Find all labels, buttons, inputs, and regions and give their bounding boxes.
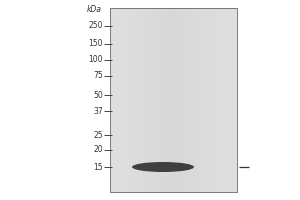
Bar xyxy=(163,8,165,192)
Bar xyxy=(229,8,231,192)
Bar xyxy=(190,8,193,192)
Bar xyxy=(157,8,159,192)
Bar xyxy=(173,8,175,192)
Bar xyxy=(235,8,237,192)
Text: 37: 37 xyxy=(93,106,103,116)
Bar xyxy=(178,8,180,192)
Bar xyxy=(146,8,148,192)
Bar xyxy=(133,8,135,192)
Text: 150: 150 xyxy=(88,40,103,48)
Bar xyxy=(114,8,116,192)
Text: 50: 50 xyxy=(93,90,103,99)
Bar xyxy=(112,8,114,192)
Bar xyxy=(152,8,154,192)
Text: 15: 15 xyxy=(93,162,103,171)
Bar xyxy=(131,8,133,192)
Bar xyxy=(218,8,220,192)
Bar xyxy=(188,8,190,192)
Bar xyxy=(216,8,218,192)
Bar xyxy=(137,8,140,192)
Bar xyxy=(233,8,235,192)
Ellipse shape xyxy=(132,162,194,172)
Bar xyxy=(123,8,125,192)
Text: 75: 75 xyxy=(93,72,103,80)
Bar xyxy=(180,8,182,192)
Bar xyxy=(135,8,137,192)
Bar xyxy=(226,8,229,192)
Bar xyxy=(184,8,186,192)
Bar xyxy=(165,8,167,192)
Text: 20: 20 xyxy=(93,146,103,154)
Bar xyxy=(121,8,123,192)
Text: 100: 100 xyxy=(88,55,103,64)
Bar xyxy=(161,8,163,192)
Text: 25: 25 xyxy=(93,130,103,140)
Bar xyxy=(125,8,127,192)
Bar xyxy=(203,8,205,192)
Bar xyxy=(231,8,233,192)
Text: kDa: kDa xyxy=(87,5,102,15)
Bar xyxy=(197,8,199,192)
Bar xyxy=(205,8,207,192)
Bar xyxy=(209,8,211,192)
Bar xyxy=(201,8,203,192)
Bar xyxy=(148,8,150,192)
Bar xyxy=(129,8,131,192)
Bar xyxy=(222,8,224,192)
Bar xyxy=(144,8,146,192)
Bar xyxy=(167,8,169,192)
Bar xyxy=(220,8,222,192)
Bar xyxy=(110,8,237,192)
Bar xyxy=(195,8,197,192)
Bar xyxy=(212,8,214,192)
Bar xyxy=(154,8,157,192)
Bar xyxy=(150,8,152,192)
Bar xyxy=(186,8,188,192)
Bar xyxy=(224,8,226,192)
Bar xyxy=(193,8,195,192)
Bar xyxy=(159,8,161,192)
Bar xyxy=(110,8,112,192)
Bar xyxy=(116,8,119,192)
Bar xyxy=(171,8,173,192)
Bar xyxy=(207,8,209,192)
Bar xyxy=(176,8,178,192)
Bar xyxy=(127,8,129,192)
Bar xyxy=(169,8,171,192)
Bar xyxy=(118,8,121,192)
Text: 250: 250 xyxy=(88,21,103,30)
Bar xyxy=(214,8,216,192)
Bar xyxy=(199,8,201,192)
Bar xyxy=(140,8,142,192)
Bar xyxy=(142,8,144,192)
Bar xyxy=(182,8,184,192)
